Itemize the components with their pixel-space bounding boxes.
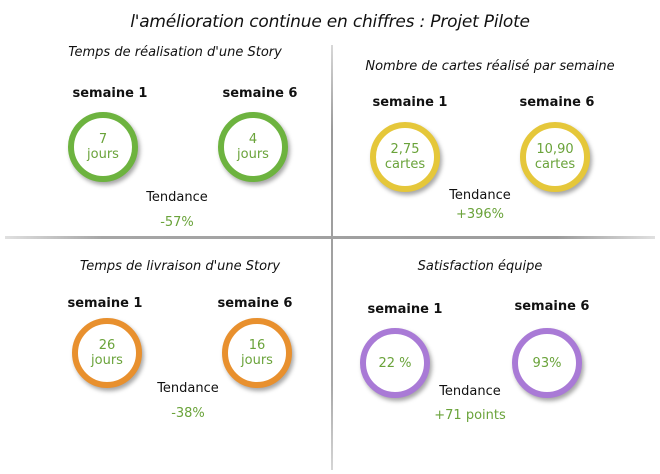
metric-value: 22 %	[378, 355, 412, 371]
metric-unit: cartes	[534, 157, 576, 172]
trend-label: Tendance	[449, 188, 511, 203]
metric-value: 7	[98, 132, 108, 147]
week6-metric-ring: 4 jours	[218, 112, 288, 182]
metric-value: 2,75	[390, 142, 420, 157]
metric-value: 93%	[532, 355, 562, 371]
trend-value: -38%	[171, 406, 205, 421]
metric-value: 26	[98, 338, 116, 353]
week1-label: semaine 1	[67, 296, 143, 311]
week6-metric-ring: 10,90 cartes	[520, 122, 590, 192]
week1-label: semaine 1	[72, 86, 148, 101]
metric-unit: jours	[241, 353, 273, 368]
week6-metric-ring: 16 jours	[222, 318, 292, 388]
quadrant-title: Nombre de cartes réalisé par semaine	[365, 59, 615, 74]
trend-label: Tendance	[439, 384, 501, 399]
metric-unit: jours	[237, 147, 269, 162]
vertical-divider	[331, 45, 333, 470]
quadrant-title: Satisfaction équipe	[417, 259, 543, 274]
quadrant-title: Temps de réalisation d'une Story	[68, 45, 282, 60]
week6-label: semaine 6	[222, 86, 298, 101]
week6-metric-ring: 93%	[512, 328, 582, 398]
metric-value: 16	[248, 338, 266, 353]
page-title: l'amélioration continue en chiffres : Pr…	[130, 12, 530, 32]
trend-label: Tendance	[146, 190, 208, 205]
horizontal-divider	[5, 236, 655, 239]
week1-label: semaine 1	[367, 302, 443, 317]
week6-label: semaine 6	[514, 299, 590, 314]
week1-metric-ring: 26 jours	[72, 318, 142, 388]
trend-value: +71 points	[434, 408, 506, 423]
metric-unit: jours	[87, 147, 119, 162]
trend-value: +396%	[455, 207, 505, 222]
week6-label: semaine 6	[519, 95, 595, 110]
week1-metric-ring: 22 %	[360, 328, 430, 398]
metric-unit: jours	[91, 353, 123, 368]
week1-metric-ring: 2,75 cartes	[370, 122, 440, 192]
trend-label: Tendance	[157, 381, 219, 396]
metric-unit: cartes	[384, 157, 426, 172]
week1-metric-ring: 7 jours	[68, 112, 138, 182]
trend-value: -57%	[160, 215, 194, 230]
metric-value: 10,90	[536, 142, 574, 157]
quadrant-title: Temps de livraison d'une Story	[79, 259, 281, 274]
metric-value: 4	[248, 132, 258, 147]
week1-label: semaine 1	[372, 95, 448, 110]
week6-label: semaine 6	[217, 296, 293, 311]
